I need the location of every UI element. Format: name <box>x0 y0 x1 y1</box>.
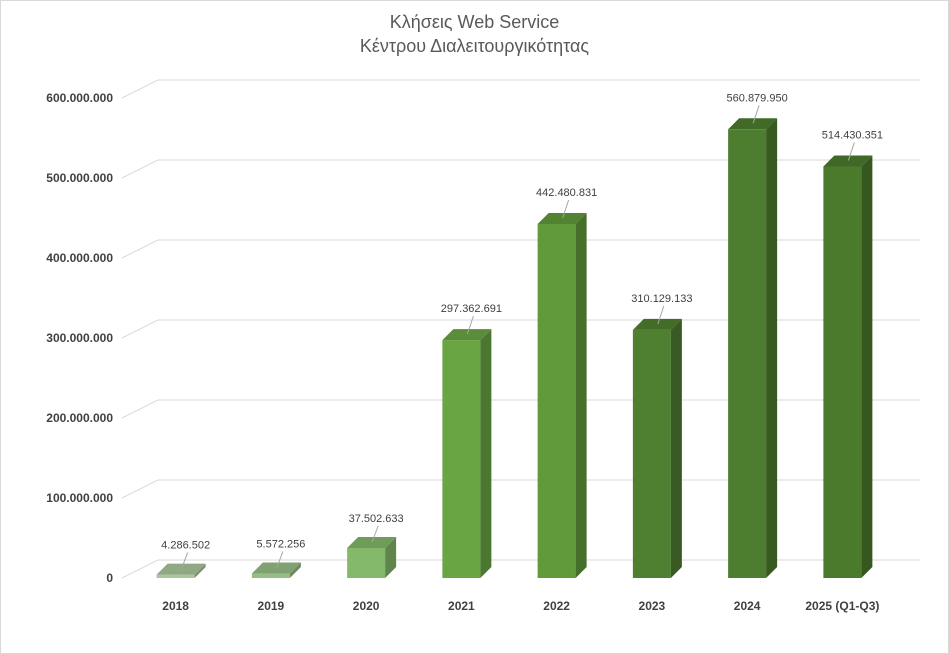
data-label: 310.129.133 <box>631 293 692 305</box>
data-label: 5.572.256 <box>256 539 305 551</box>
x-tick-label: 2023 <box>639 599 666 613</box>
y-tick-label: 300.000.000 <box>46 331 113 345</box>
y-tick-label: 600.000.000 <box>46 91 113 105</box>
data-label: 560.879.950 <box>727 92 788 104</box>
y-tick-label: 200.000.000 <box>46 411 113 425</box>
x-tick-label: 2025 (Q1-Q3) <box>805 599 879 613</box>
gridline-depth <box>121 479 159 499</box>
data-label-leader <box>466 315 474 335</box>
bar-top <box>823 155 873 167</box>
bar-top <box>728 118 778 130</box>
bar <box>537 224 576 579</box>
bar-side <box>194 563 206 578</box>
data-label-leader <box>181 552 189 569</box>
bar <box>632 329 671 578</box>
bar-side <box>575 213 587 579</box>
chart-subtitle: Κέντρου Διαλειτουργικότητας <box>359 36 590 56</box>
bar-side <box>670 318 682 578</box>
x-tick-label: 2020 <box>353 599 380 613</box>
bar <box>347 547 386 578</box>
data-label-leader <box>752 105 760 124</box>
bar-side <box>766 118 778 578</box>
bar-side <box>385 536 397 578</box>
chart-title: Κλήσεις Web Service <box>389 12 560 32</box>
x-tick-label: 2024 <box>734 599 761 613</box>
bar-top <box>537 213 587 225</box>
x-tick-label: 2019 <box>258 599 285 613</box>
bar-side <box>289 562 301 578</box>
gridline-depth <box>121 79 159 99</box>
gridline-depth <box>121 559 159 579</box>
x-tick-label: 2018 <box>162 599 189 613</box>
bar <box>156 574 195 578</box>
data-label-leader <box>371 525 379 543</box>
gridline-depth <box>121 319 159 339</box>
bar-top <box>442 329 492 341</box>
data-label: 514.430.351 <box>822 129 883 141</box>
bar-side <box>480 329 492 578</box>
bar-top <box>156 563 206 575</box>
bar <box>442 340 481 578</box>
data-label: 297.362.691 <box>441 303 502 315</box>
data-label-leader <box>847 142 855 161</box>
data-label-leader <box>562 199 570 219</box>
bar-side <box>861 155 873 578</box>
bar <box>251 573 290 578</box>
x-tick-label: 2021 <box>448 599 475 613</box>
gridline-depth <box>121 399 159 419</box>
y-tick-label: 100.000.000 <box>46 491 113 505</box>
bar <box>823 166 862 578</box>
y-tick-label: 0 <box>106 571 113 585</box>
data-label: 4.286.502 <box>161 540 210 552</box>
data-label-leader <box>276 551 284 568</box>
data-label: 442.480.831 <box>536 187 597 199</box>
gridline-depth <box>121 239 159 259</box>
x-tick-label: 2022 <box>543 599 570 613</box>
data-label: 37.502.633 <box>349 513 404 525</box>
data-label-leader <box>657 305 665 325</box>
gridline-depth <box>121 159 159 179</box>
y-tick-label: 500.000.000 <box>46 171 113 185</box>
bar-top <box>632 318 682 330</box>
bar-top <box>347 536 397 548</box>
bar-top <box>251 562 301 574</box>
bar <box>728 129 767 579</box>
y-tick-label: 400.000.000 <box>46 251 113 265</box>
